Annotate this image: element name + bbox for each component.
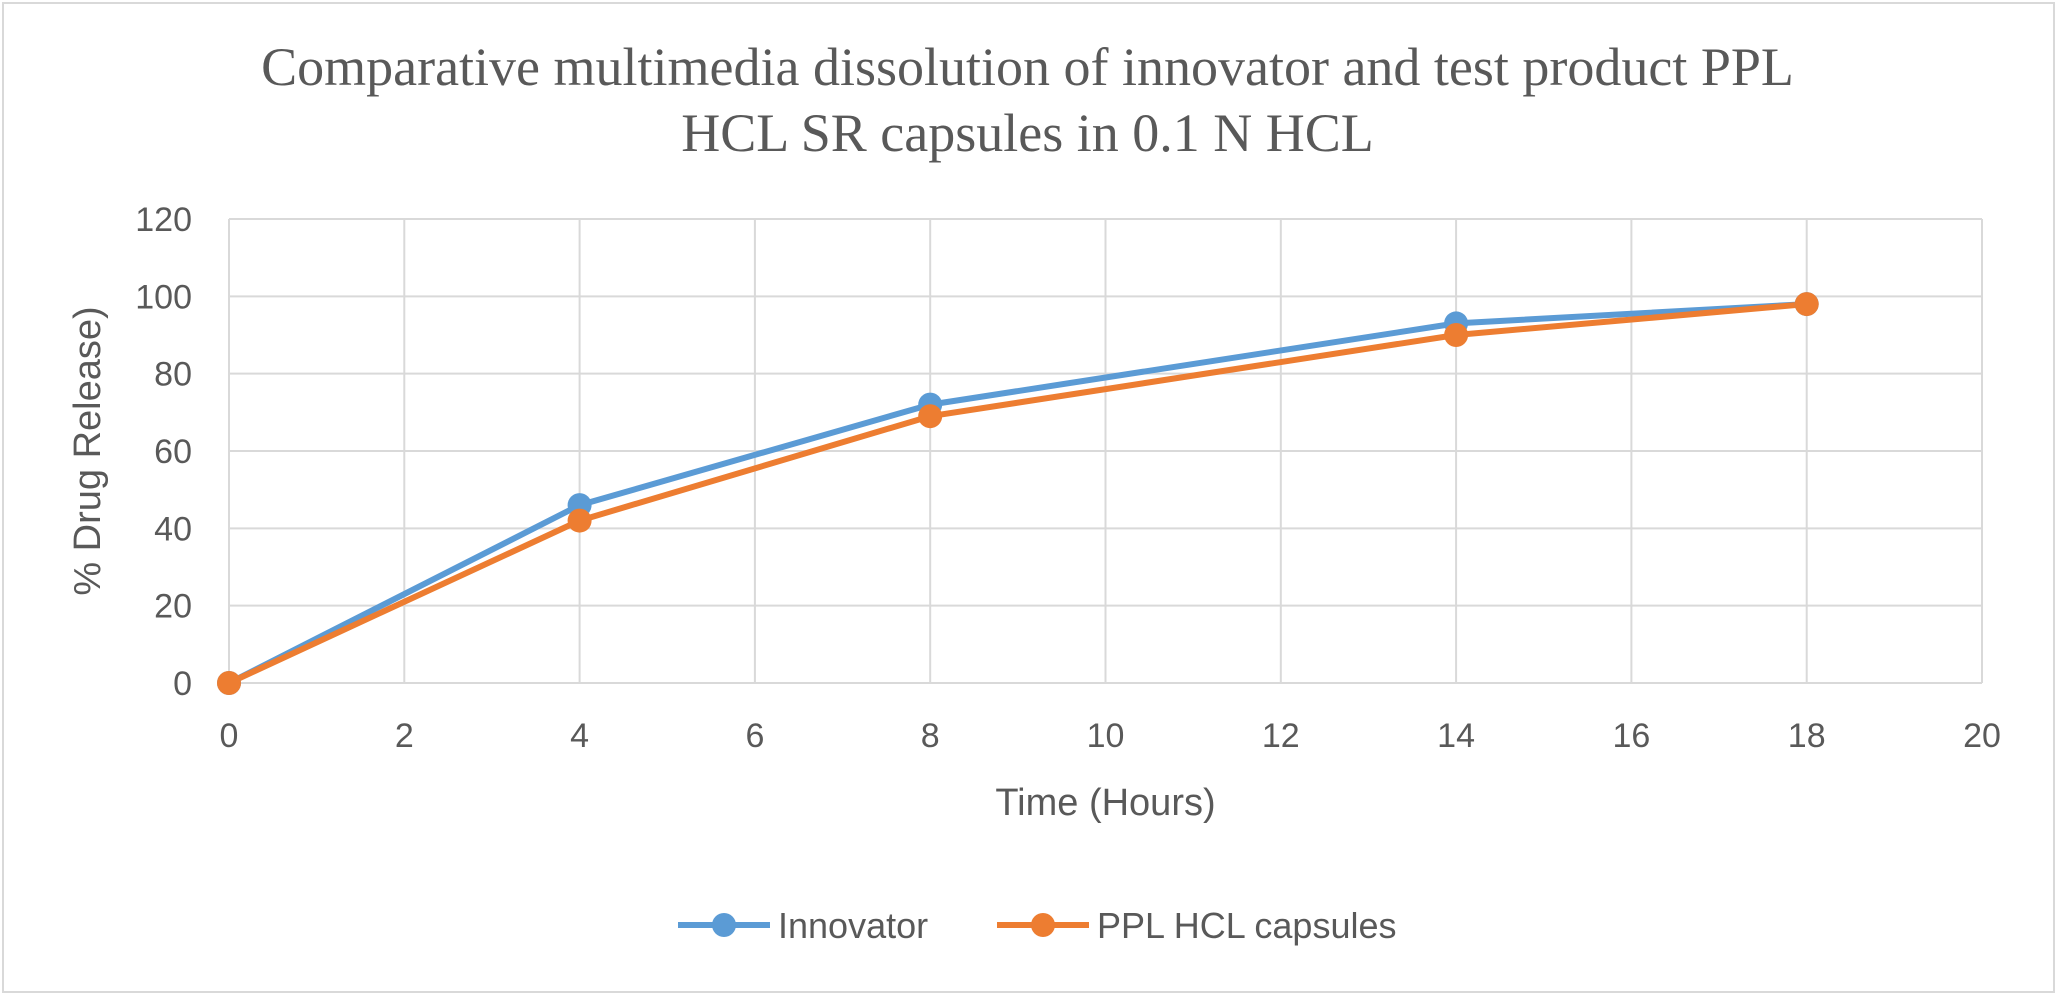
x-axis-title: Time (Hours) [995, 782, 1215, 824]
chart-title: Comparative multimedia dissolution of in… [0, 34, 2055, 166]
x-tick-label: 6 [745, 717, 764, 755]
y-tick-label: 80 [154, 356, 192, 394]
chart-title-line-1: Comparative multimedia dissolution of in… [261, 37, 1794, 97]
legend-label-0: Innovator [778, 905, 928, 946]
x-tick-label: 12 [1262, 717, 1300, 755]
series-line-1 [226, 301, 1810, 686]
data-point-series-1 [1794, 292, 1819, 317]
y-tick-label: 60 [154, 433, 192, 471]
legend-label-1: PPL HCL capsules [1097, 905, 1396, 946]
y-axis-title: % Drug Release) [67, 306, 109, 595]
x-tick-label: 14 [1437, 717, 1475, 755]
y-tick-label: 0 [173, 665, 192, 703]
gridlines [228, 218, 1983, 684]
x-tick-label: 4 [570, 717, 589, 755]
x-tick-label: 8 [921, 717, 940, 755]
series-line-0 [226, 301, 1810, 686]
y-tick-label: 40 [154, 510, 192, 548]
x-tick-label: 2 [395, 717, 414, 755]
chart-title-line-2: HCL SR capsules in 0.1 N HCL [681, 103, 1374, 163]
x-tick-label: 16 [1612, 717, 1650, 755]
x-tick-label: 0 [220, 717, 239, 755]
data-point-series-1 [1444, 323, 1469, 347]
y-tick-label: 20 [154, 588, 192, 626]
y-axis-ticks: 0 20 40 60 80 100 120 [135, 201, 192, 703]
legend-marker-0 [712, 913, 736, 937]
x-tick-label: 18 [1788, 717, 1826, 755]
data-point-series-1 [918, 404, 943, 429]
x-axis-ticks: 0 2 4 6 8 10 12 14 16 18 20 [220, 717, 2001, 755]
data-point-series-1 [567, 508, 592, 533]
data-point-series-1 [217, 671, 241, 695]
y-tick-label: 120 [135, 201, 192, 239]
x-tick-label: 20 [1963, 717, 2001, 755]
series-group [217, 292, 1819, 695]
legend: Innovator PPL HCL capsules [678, 905, 1396, 946]
x-tick-label: 10 [1087, 717, 1125, 755]
y-tick-label: 100 [135, 278, 192, 316]
legend-marker-1 [1031, 913, 1055, 937]
